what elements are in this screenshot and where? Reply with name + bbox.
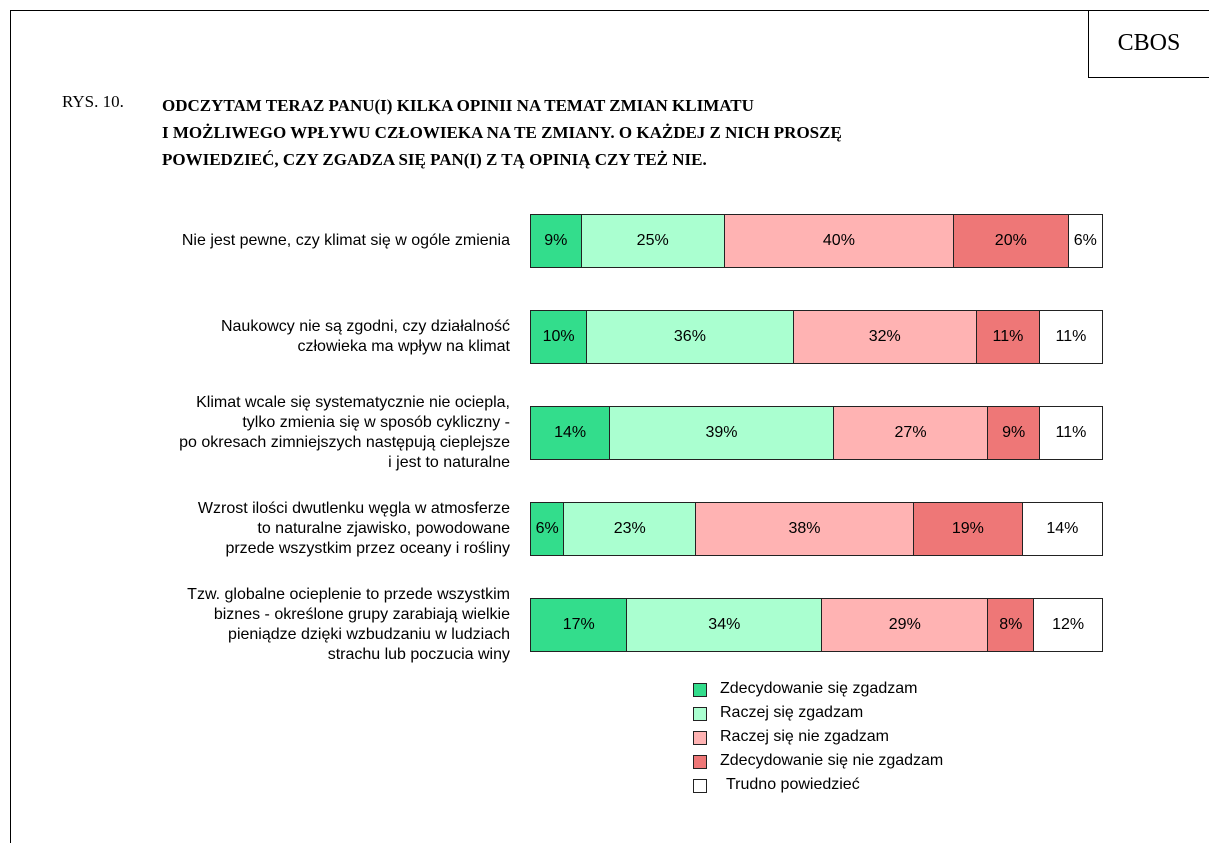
bar-segment: 11% <box>1038 406 1103 460</box>
data-label: 9% <box>544 232 568 249</box>
bar-segment: 14% <box>1021 502 1103 556</box>
category-label: Nie jest pewne, czy klimat się w ogóle z… <box>181 232 510 249</box>
data-label: 32% <box>868 328 901 345</box>
bar-segment: 39% <box>609 406 834 460</box>
data-label: 8% <box>999 616 1023 633</box>
bar-segment: 38% <box>695 502 914 556</box>
figure-label: RYS. 10. <box>62 92 124 111</box>
data-label: 19% <box>951 520 984 537</box>
bar-segment: 12% <box>1033 598 1103 652</box>
bar-segment: 27% <box>832 406 989 460</box>
data-label: 40% <box>822 232 855 249</box>
bar-segment: 40% <box>723 214 954 268</box>
bar-segment: 17% <box>530 598 628 652</box>
data-label: 39% <box>705 424 738 441</box>
data-label: 29% <box>888 616 921 633</box>
bar-segment: 11% <box>975 310 1040 364</box>
data-label: 11% <box>1055 328 1087 345</box>
data-label: 10% <box>542 328 575 345</box>
bar-segment: 6% <box>530 502 565 556</box>
bar-segment: 9% <box>987 406 1040 460</box>
data-label: 38% <box>788 520 821 537</box>
frame-left <box>10 10 11 843</box>
frame-top <box>10 10 1209 11</box>
data-label: 9% <box>1002 424 1026 441</box>
data-label: 12% <box>1052 616 1085 633</box>
category-label: Wzrost ilości dwutlenku węgla w atmosfer… <box>197 500 510 557</box>
legend-swatch <box>693 731 707 745</box>
bar-segment: 8% <box>987 598 1035 652</box>
bar-segment: 36% <box>586 310 794 364</box>
legend-swatch <box>693 755 707 769</box>
category-label: Klimat wcale się systematycznie nie ocie… <box>179 394 510 471</box>
data-label: 6% <box>1073 232 1097 249</box>
data-label: 23% <box>613 520 646 537</box>
data-label: 36% <box>673 328 706 345</box>
legend-swatch <box>693 683 707 697</box>
category-label: Naukowcy nie są zgodni, czy działalność … <box>220 318 510 355</box>
bar-segment: 29% <box>821 598 989 652</box>
legend-label: Zdecydowanie się nie zgadzam <box>720 752 944 769</box>
bar-segment: 32% <box>792 310 977 364</box>
bar-segment: 34% <box>626 598 823 652</box>
data-label: 34% <box>708 616 741 633</box>
bar-segment: 25% <box>580 214 725 268</box>
legend-swatch <box>693 707 707 721</box>
data-label: 14% <box>1046 520 1079 537</box>
bar-segment: 10% <box>530 310 588 364</box>
legend-label: Raczej się nie zgadzam <box>720 728 889 745</box>
data-label: 11% <box>992 328 1024 345</box>
data-label: 27% <box>894 424 927 441</box>
bar-segment: 19% <box>912 502 1023 556</box>
data-label: 25% <box>636 232 669 249</box>
data-label: 6% <box>535 520 559 537</box>
data-label: 14% <box>554 424 587 441</box>
bar-segment: 11% <box>1038 310 1103 364</box>
chart-title: ODCZYTAM TERAZ PANU(I) KILKA OPINII NA T… <box>162 96 842 169</box>
bar-segment: 9% <box>530 214 582 268</box>
legend-label: Zdecydowanie się zgadzam <box>720 680 918 697</box>
category-label: Tzw. globalne ocieplenie to przede wszys… <box>187 586 510 663</box>
legend-swatch <box>693 779 707 793</box>
bar-segment: 20% <box>953 214 1069 268</box>
bar-segment: 14% <box>530 406 611 460</box>
legend-label: Raczej się zgadzam <box>720 704 864 721</box>
legend-label: Trudno powiedzieć <box>726 776 860 793</box>
bar-segment: 6% <box>1067 214 1103 268</box>
bar-segment: 23% <box>563 502 697 556</box>
data-label: 17% <box>562 616 595 633</box>
header: CBOS <box>1088 10 1209 78</box>
data-label: 20% <box>994 232 1027 249</box>
data-label: 11% <box>1055 424 1087 441</box>
